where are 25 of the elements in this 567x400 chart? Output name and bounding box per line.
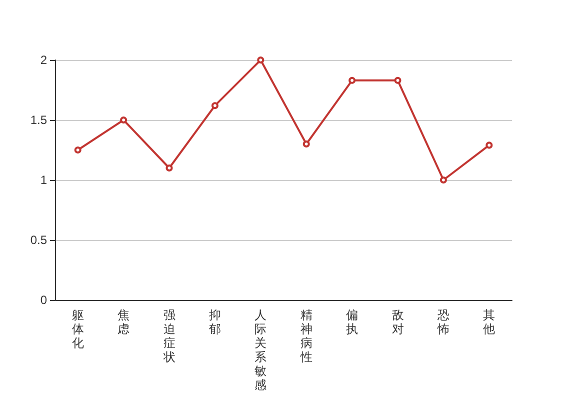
y-tick-label: 1 [40, 173, 48, 187]
x-tick-label: 精神病性 [299, 308, 312, 364]
x-tick-label: 焦虑 [118, 308, 130, 336]
x-tick-label: 强迫症状 [162, 308, 176, 364]
x-tick-label: 敌对 [392, 308, 404, 336]
x-tick-label: 其他 [483, 308, 496, 336]
point [440, 176, 447, 184]
point [348, 76, 356, 84]
x-tick-label: 人际关系敏感 [254, 308, 267, 392]
point [394, 76, 402, 84]
x-tick-label: 恐怖 [436, 308, 450, 336]
x-tick-label: 偏执 [346, 308, 358, 336]
x-tick-label: 躯体化 [72, 308, 84, 350]
point [120, 116, 128, 124]
x-tick-label: 抑郁 [208, 308, 221, 336]
point [486, 142, 493, 149]
point [74, 146, 82, 154]
y-tick-label: 0 [40, 293, 48, 307]
point [257, 56, 264, 64]
y-tick-label: 0.5 [30, 233, 48, 247]
point [166, 164, 173, 172]
y-tick-label: 2 [40, 53, 48, 67]
y-tick-label: 1.5 [30, 113, 48, 127]
point [211, 102, 218, 110]
point [302, 140, 310, 148]
